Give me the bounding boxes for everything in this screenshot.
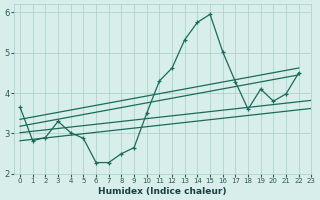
- X-axis label: Humidex (Indice chaleur): Humidex (Indice chaleur): [98, 187, 227, 196]
